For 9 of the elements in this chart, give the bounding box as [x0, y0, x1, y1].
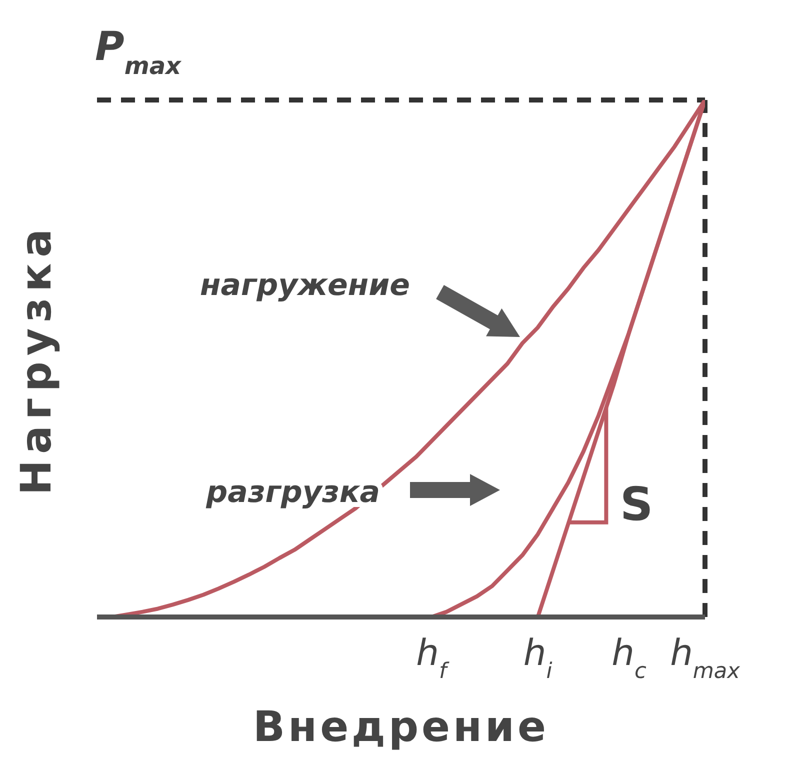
annotation: нагружение — [200, 268, 410, 303]
x-tick-label: h$_{f}$ — [416, 633, 450, 684]
x-tick-label: h$_{i}$ — [523, 633, 552, 684]
ref-line-label: P$_{max}$ — [95, 24, 183, 80]
x-axis-title: Внедрение — [252, 702, 550, 751]
annotation: S — [620, 477, 654, 531]
y-axis-title: Нагрузка — [12, 222, 60, 495]
x-tick-label: h$_{max}$ — [670, 633, 740, 684]
x-tick-label: h$_{c}$ — [612, 633, 646, 684]
